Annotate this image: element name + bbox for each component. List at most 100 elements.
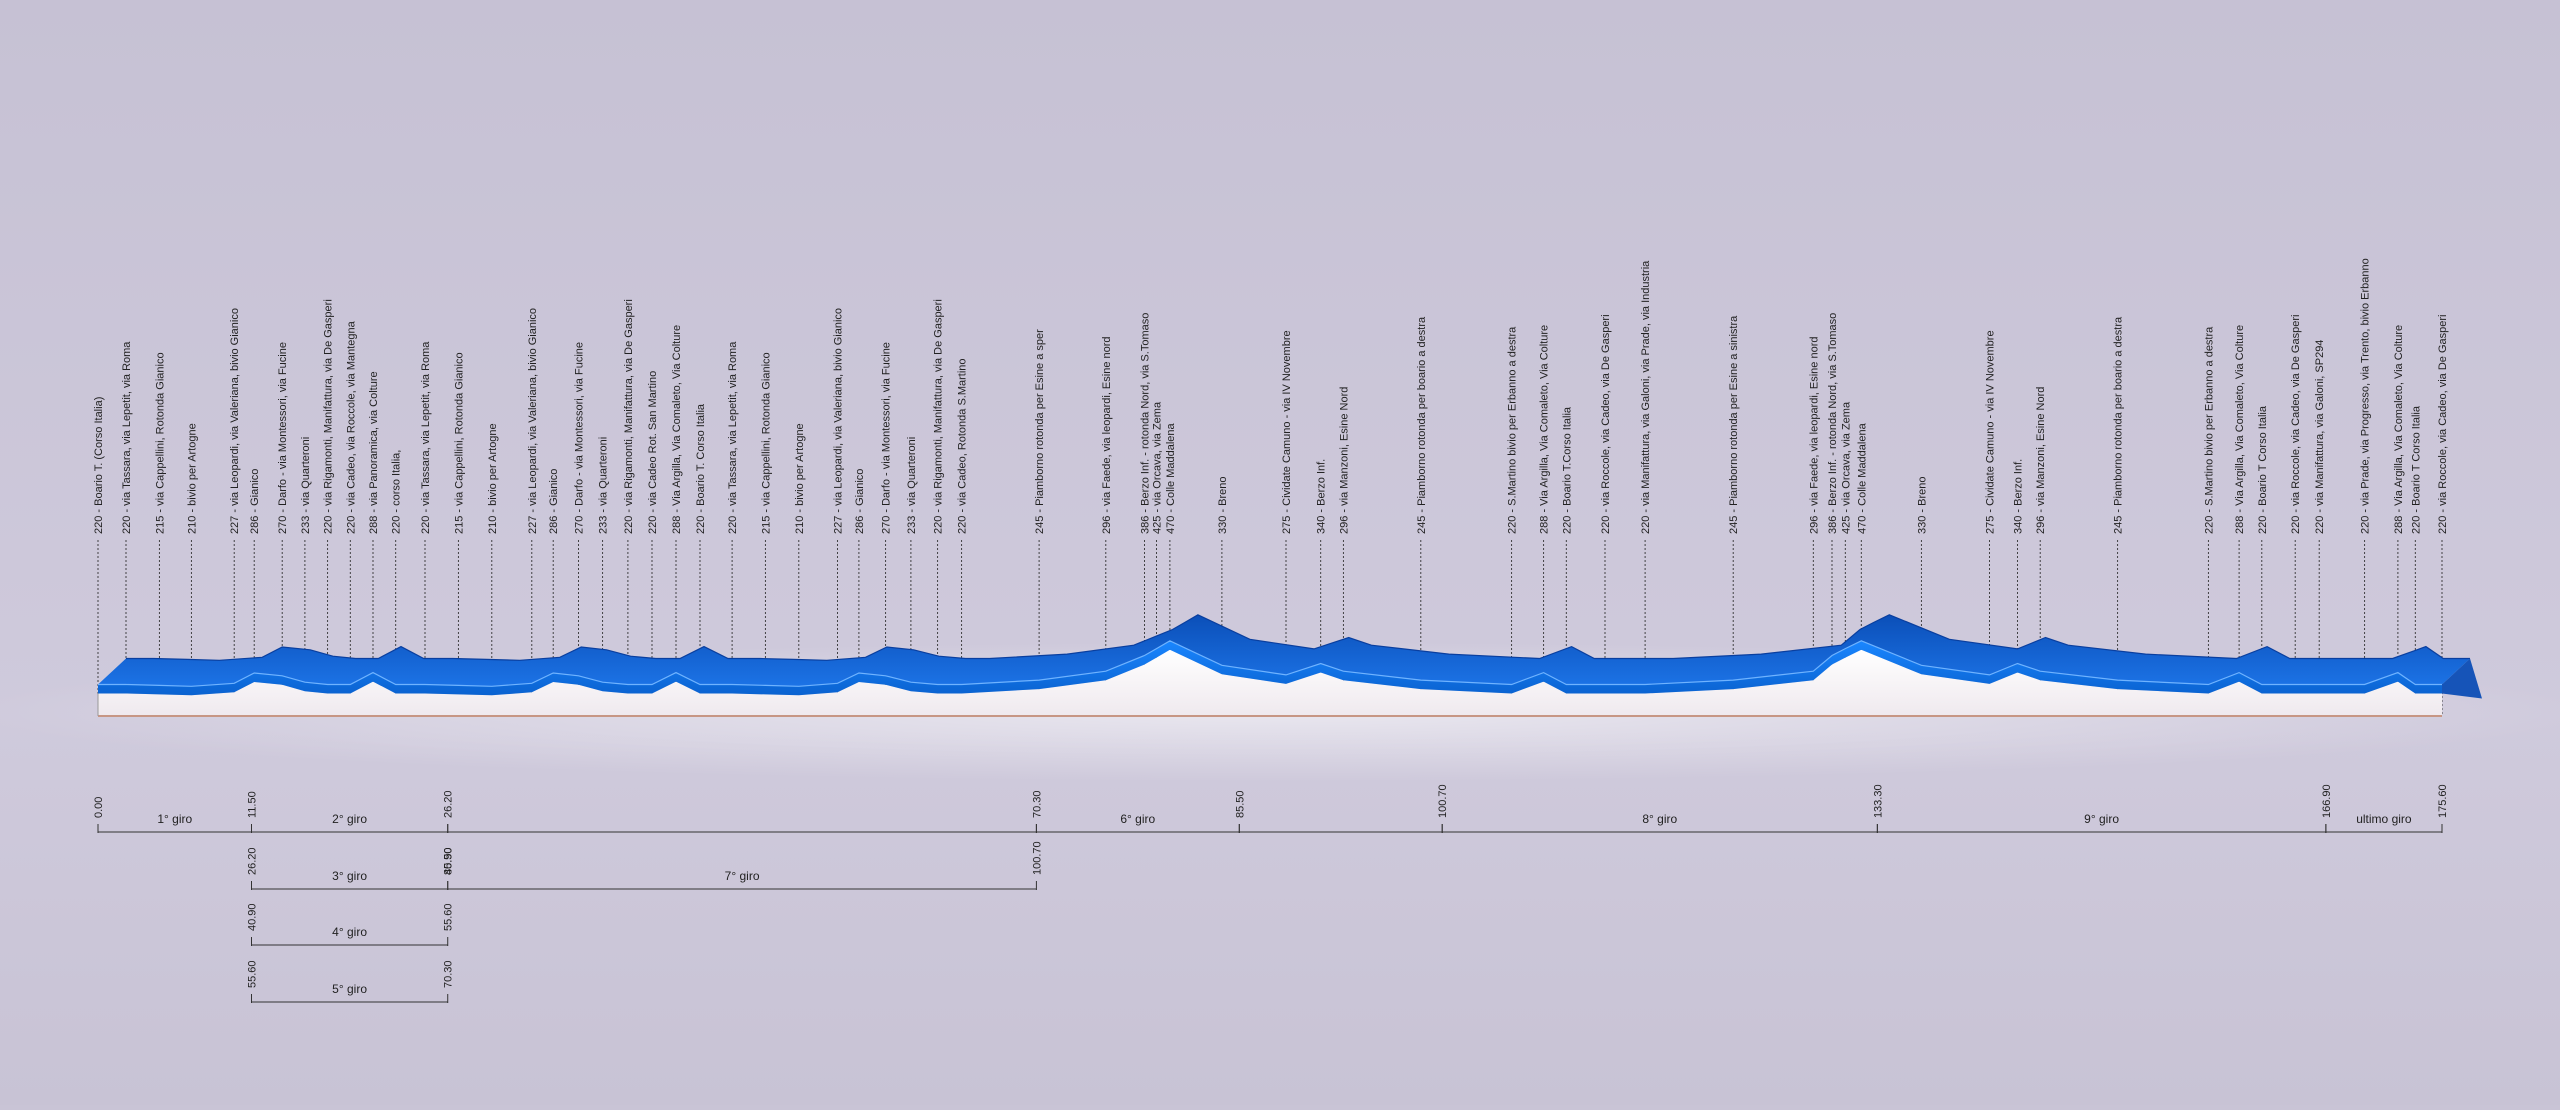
lap-km-label: 133.30 <box>1872 784 1884 818</box>
waypoint-label: 270 - Darfo - via Montessori, via Fucine <box>881 342 893 534</box>
waypoint-labels: 220 - Boario T. (Corso Italia) 220 - via … <box>93 258 2449 534</box>
waypoint-label: 286 - Gianico <box>548 469 560 534</box>
band-end-cap <box>2442 658 2482 699</box>
lap-km-label: 55.60 <box>247 960 259 988</box>
waypoint-label: 470 - Colle Maddalena <box>1165 422 1177 534</box>
waypoint-label: 470 - Colle Maddalena <box>1856 422 1868 534</box>
waypoint-label: 220 - via Rigamonti, Manifattura, via De… <box>933 299 945 534</box>
lap-km-label: 40.90 <box>247 903 259 931</box>
waypoint-label: 215 - via Cappellini, Rotonda Gianico <box>453 352 465 534</box>
waypoint-label: 210 - bivio per Artogne <box>794 423 806 534</box>
waypoint-label: 245 - Piamborno rotonda per Esine a sini… <box>1728 315 1740 534</box>
band-top-edge <box>98 640 2442 687</box>
waypoint-label: 245 - Piamborno rotonda per boario a des… <box>2113 316 2125 534</box>
lap-name-label: 2° giro <box>332 812 367 826</box>
waypoint-drop-lines <box>97 540 2443 716</box>
band-back-ridge <box>126 614 2470 661</box>
lap-km-label: 0.00 <box>93 797 105 818</box>
waypoint-label: 286 - Gianico <box>854 469 866 534</box>
lap-km-label: 85.50 <box>443 847 455 875</box>
lap-km-label: 26.20 <box>443 790 455 818</box>
waypoint-label: 227 - via Leopardi, via Valeriana, bivio… <box>229 308 241 534</box>
waypoint-label: 270 - Darfo - via Montessori, via Fucine <box>574 342 586 534</box>
waypoint-label: 220 - via Prade, via Progresso, via Tren… <box>2360 258 2372 534</box>
waypoint-label: 227 - via Leopardi, via Valeriana, bivio… <box>833 308 845 534</box>
profile-band <box>97 614 2482 717</box>
waypoint-label: 233 - via Quarteroni <box>906 437 918 534</box>
waypoint-label: 210 - bivio per Artogne <box>186 423 198 534</box>
waypoint-label: 270 - Darfo - via Montessori, via Fucine <box>277 342 289 534</box>
waypoint-label: 340 - Berzo Inf. <box>2013 459 2025 534</box>
waypoint-label: 245 - Piamborno rotonda per boario a des… <box>1416 316 1428 534</box>
lap-name-label: 7° giro <box>725 869 760 883</box>
waypoint-label: 330 - Breno <box>1217 476 1229 533</box>
waypoint-label: 220 - via Cadeo Rot. San Martino <box>647 371 659 534</box>
lap-km-label: 55.60 <box>443 903 455 931</box>
lap-km-label: 175.60 <box>2437 784 2449 818</box>
waypoint-label: 288 - Via Argilla, Via Comaleto, Via Col… <box>2393 325 2405 534</box>
waypoint-label: 296 - via Manzoni, Esine Nord <box>1338 387 1350 534</box>
waypoint-label: 386 - Berzo Inf. - rotonda Nord, via S.T… <box>1827 313 1839 534</box>
waypoint-label: 220 - via Tassara, via Lepetit, via Roma <box>121 341 133 534</box>
lap-name-label: 6° giro <box>1120 812 1155 826</box>
waypoint-label: 215 - via Cappellini, Rotonda Gianico <box>154 352 166 534</box>
waypoint-label: 210 - bivio per Artogne <box>487 423 499 534</box>
lap-km-label: 166.90 <box>2321 784 2333 818</box>
lap-km-label: 26.20 <box>247 847 259 875</box>
lap-name-label: 3° giro <box>332 869 367 883</box>
waypoint-label: 340 - Berzo Inf. <box>1316 459 1328 534</box>
lap-km-label: 85.50 <box>1234 790 1246 818</box>
waypoint-label: 296 - via Faede, via leopardi, Esine nor… <box>1101 336 1113 534</box>
waypoint-label: 220 - S.Martino bivio per Erbanno a dest… <box>2203 326 2215 534</box>
waypoint-label: 220 - via Roccole, via Cadeo, via De Gas… <box>2290 315 2302 535</box>
waypoint-label: 386 - Berzo Inf. - rotonda Nord, via S.T… <box>1140 313 1152 534</box>
waypoint-label: 220 - corso Italia, <box>391 450 403 534</box>
waypoint-label: 220 - S.Martino bivio per Erbanno a dest… <box>1507 326 1519 534</box>
waypoint-label: 220 - via Roccole, via Cadeo, via De Gas… <box>1600 314 1612 534</box>
band-top-surface <box>98 614 2470 687</box>
waypoint-label: 288 - via Panoramica, via Colture <box>368 371 380 534</box>
waypoint-label: 425 - via Orcava, via Zema <box>1152 401 1164 534</box>
waypoint-label: 275 - Cividate Camuno - via IV Novembre <box>1281 330 1293 534</box>
waypoint-label: 220 - Boario T Corso Italia <box>2410 405 2422 534</box>
waypoint-label: 245 - Piamborno rotonda per Esine a sper <box>1034 329 1046 534</box>
waypoint-label: 220 - Boario T.Corso Italia <box>1561 406 1573 534</box>
waypoint-label: 220 - via Tassara, via Lepetit, via Roma <box>727 341 739 534</box>
lap-km-label: 40.90 <box>443 847 455 875</box>
lap-km-label: 70.30 <box>443 960 455 988</box>
lap-km-label: 100.70 <box>1437 784 1449 818</box>
lap-name-label: 9° giro <box>2084 812 2119 826</box>
lap-name-label: 4° giro <box>332 925 367 939</box>
waypoint-label: 220 - via Tassara, via Lepetit, via Roma <box>420 341 432 534</box>
waypoint-label: 233 - via Quarteroni <box>598 437 610 534</box>
waypoint-label: 233 - via Quarteroni <box>300 437 312 534</box>
lap-km-label: 11.50 <box>247 791 259 818</box>
waypoint-label: 275 - Cividate Camuno - via IV Novembre <box>1985 330 1997 534</box>
waypoint-label: 220 - via Manifattura, via Galoni, SP294 <box>2314 340 2326 534</box>
band-front-face <box>98 640 2442 696</box>
waypoint-label: 220 - via Manifattura, via Galoni, via P… <box>1640 260 1652 534</box>
waypoint-label: 296 - via Faede, via leopardi, Esine nor… <box>1808 336 1820 534</box>
waypoint-label: 227 - via Leopardi, via Valeriana, bivio… <box>527 308 539 534</box>
waypoint-label: 220 - via Rigamonti, Manifattura, via De… <box>323 299 335 534</box>
lap-scale: 0.00 11.50 1° giro 26.20 2° giro 70.30 85.50 6°… <box>93 784 2449 1003</box>
lap-name-label: 1° giro <box>157 812 192 826</box>
lap-km-label: 100.70 <box>1031 841 1043 875</box>
waypoint-label: 220 - via Cadeo, via Roccole, via Manteg… <box>345 320 357 534</box>
waypoint-label: 330 - Breno <box>1916 477 1928 534</box>
waypoint-label: 288 - Via Argilla, Via Comaleto, Via Col… <box>1539 325 1551 534</box>
lap-name-label: ultimo giro <box>2356 812 2412 826</box>
waypoint-label: 288 - Via Argilla, Via Comaleto, Via Col… <box>2234 325 2246 534</box>
lap-km-label: 70.30 <box>1031 790 1043 818</box>
waypoint-label: 220 - Boario T. Corso Italia <box>695 403 707 534</box>
waypoint-label: 220 - via Roccole, via Cadeo, via De Gas… <box>2437 315 2449 535</box>
waypoint-label: 296 - via Manzoni, Esine Nord <box>2035 387 2047 534</box>
waypoint-label: 220 - Boario T. (Corso Italia) <box>93 397 105 534</box>
waypoint-label: 215 - via Cappellini, Rotonda Gianico <box>760 352 772 534</box>
base-slab <box>98 649 2442 716</box>
waypoint-label: 288 - Via Argilla, Via Comaleto, Via Col… <box>671 325 683 534</box>
waypoint-label: 286 - Gianico <box>249 469 261 534</box>
